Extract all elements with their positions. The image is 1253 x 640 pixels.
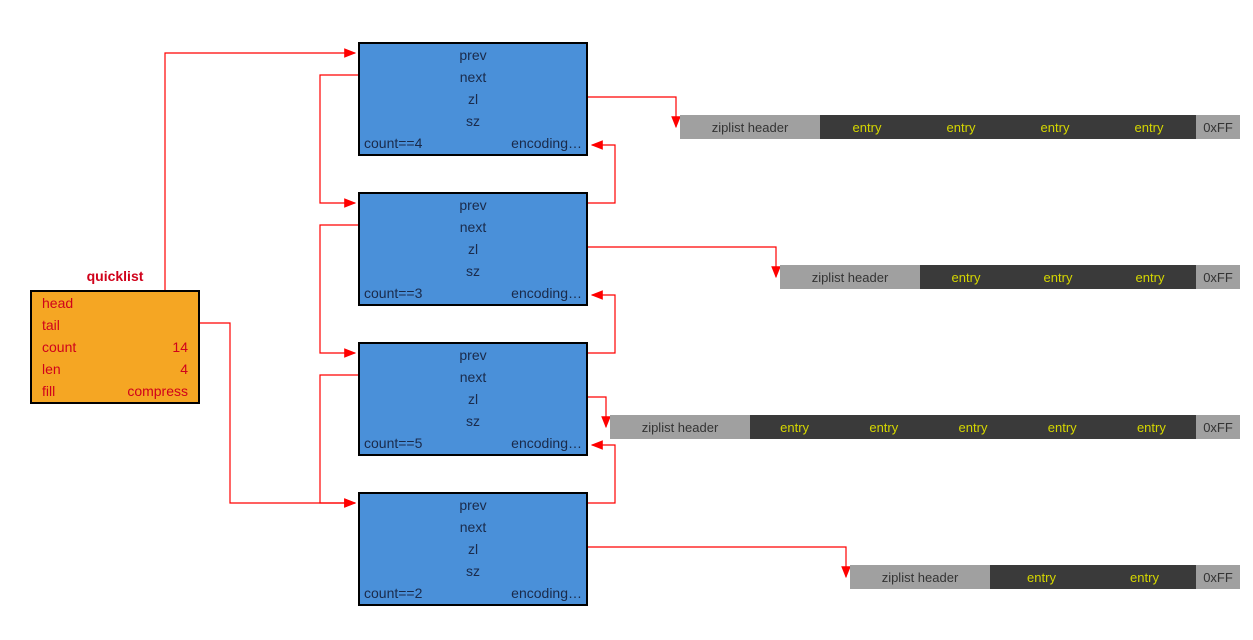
ql-value: compress [127, 383, 188, 399]
ql-label: fill [42, 383, 55, 399]
quicklist-node-0: prev next zl sz count==4 encoding… [358, 42, 588, 156]
ziplist-entry: entry [1104, 265, 1196, 289]
node-field-count-encoding: count==5 encoding… [360, 432, 586, 454]
quicklist-node-1: prev next zl sz count==3 encoding… [358, 192, 588, 306]
node-encoding-label: encoding… [511, 282, 582, 304]
ziplist-entry: entry [1102, 115, 1196, 139]
node-field-count-encoding: count==2 encoding… [360, 582, 586, 604]
ziplist-entry: entry [1093, 565, 1196, 589]
node-encoding-label: encoding… [511, 132, 582, 154]
node-field-count-encoding: count==4 encoding… [360, 132, 586, 154]
ziplist-entry: entry [820, 115, 914, 139]
node-field-count-encoding: count==3 encoding… [360, 282, 586, 304]
quicklist-node-3: prev next zl sz count==2 encoding… [358, 492, 588, 606]
ziplist-end: 0xFF [1196, 565, 1240, 589]
ziplist-entry: entry [839, 415, 928, 439]
ziplist-end: 0xFF [1196, 265, 1240, 289]
node-count-label: count==5 [364, 432, 422, 454]
ziplist-entry: entry [1008, 115, 1102, 139]
ql-label: tail [42, 317, 60, 333]
node-field-prev: prev [360, 344, 586, 366]
node-field-sz: sz [360, 110, 586, 132]
ziplist-strip-2: ziplist headerentryentryentryentryentry0… [610, 415, 1240, 439]
node-field-zl: zl [360, 88, 586, 110]
node-encoding-label: encoding… [511, 432, 582, 454]
ziplist-strip-3: ziplist headerentryentry0xFF [850, 565, 1240, 589]
node-field-prev: prev [360, 494, 586, 516]
node-field-next: next [360, 516, 586, 538]
node-field-next: next [360, 66, 586, 88]
node-field-next: next [360, 216, 586, 238]
ziplist-entry: entry [914, 115, 1008, 139]
ziplist-strip-1: ziplist headerentryentryentry0xFF [780, 265, 1240, 289]
node-field-zl: zl [360, 538, 586, 560]
node-field-prev: prev [360, 44, 586, 66]
node-count-label: count==2 [364, 582, 422, 604]
ql-label: len [42, 361, 61, 377]
node-count-label: count==3 [364, 282, 422, 304]
quicklist-row-fill: fill compress [32, 380, 198, 402]
ziplist-header: ziplist header [780, 265, 920, 289]
ziplist-end: 0xFF [1196, 115, 1240, 139]
quicklist-title: quicklist [30, 268, 200, 284]
quicklist-box: head tail count 14 len 4 fill compress [30, 290, 200, 404]
node-field-prev: prev [360, 194, 586, 216]
quicklist-row-count: count 14 [32, 336, 198, 358]
ziplist-entry: entry [920, 265, 1012, 289]
ziplist-entry: entry [990, 565, 1093, 589]
ziplist-entry: entry [750, 415, 839, 439]
ql-label: head [42, 295, 73, 311]
ziplist-entry: entry [1018, 415, 1107, 439]
quicklist-row-len: len 4 [32, 358, 198, 380]
ql-label: count [42, 339, 76, 355]
node-field-zl: zl [360, 238, 586, 260]
node-field-next: next [360, 366, 586, 388]
ql-value: 14 [172, 339, 188, 355]
ql-value: 4 [180, 361, 188, 377]
ziplist-header: ziplist header [610, 415, 750, 439]
node-count-label: count==4 [364, 132, 422, 154]
ziplist-strip-0: ziplist headerentryentryentryentry0xFF [680, 115, 1240, 139]
ziplist-header: ziplist header [850, 565, 990, 589]
node-field-sz: sz [360, 560, 586, 582]
ziplist-end: 0xFF [1196, 415, 1240, 439]
node-field-sz: sz [360, 260, 586, 282]
quicklist-node-2: prev next zl sz count==5 encoding… [358, 342, 588, 456]
node-encoding-label: encoding… [511, 582, 582, 604]
ziplist-entry: entry [928, 415, 1017, 439]
ziplist-entry: entry [1107, 415, 1196, 439]
ziplist-header: ziplist header [680, 115, 820, 139]
quicklist-row-tail: tail [32, 314, 198, 336]
node-field-zl: zl [360, 388, 586, 410]
ziplist-entry: entry [1012, 265, 1104, 289]
node-field-sz: sz [360, 410, 586, 432]
quicklist-row-head: head [32, 292, 198, 314]
